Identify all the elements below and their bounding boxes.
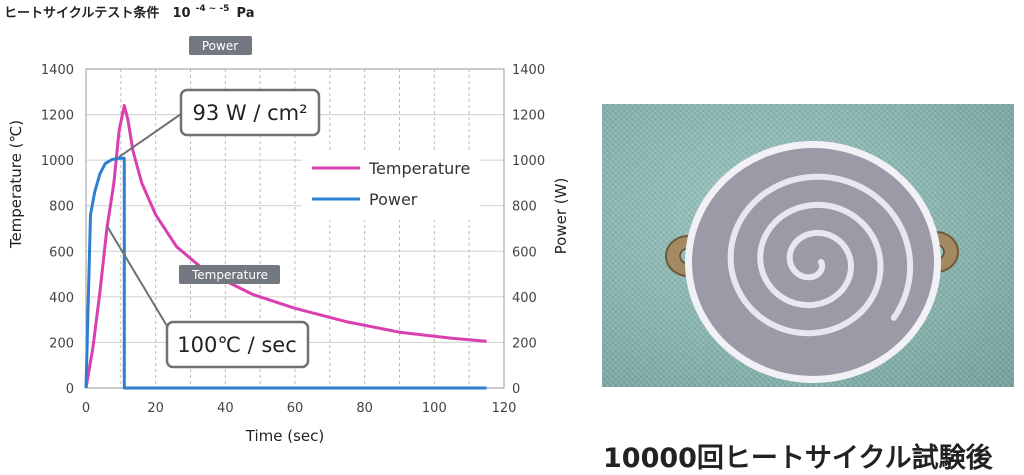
heater-photo — [602, 104, 1014, 387]
y-left-tick-label: 800 — [49, 200, 74, 215]
y-right-tick-label: 1000 — [512, 154, 545, 169]
power-tag-label: Power — [202, 39, 238, 53]
x-tick-label: 80 — [356, 401, 373, 416]
title-pressure-unit: Pa — [237, 6, 255, 21]
power-callout-leader — [118, 113, 182, 158]
y-left-tick-label: 0 — [66, 382, 74, 397]
chart: ヒートサイクルテスト条件 10 -4 ~ -5 Pa Power 0 20 40 60… — [4, 0, 570, 445]
title-pressure-base: 10 — [172, 6, 190, 21]
temperature-tag-label: Temperature — [191, 268, 268, 282]
x-tick-label: 100 — [422, 401, 447, 416]
x-tick-label: 0 — [82, 401, 90, 416]
title-main: ヒートサイクルテスト条件 — [4, 5, 159, 21]
power-tag-box — [189, 36, 252, 55]
y-left-tick-label: 400 — [49, 291, 74, 306]
heater-spiral-trace — [727, 173, 914, 337]
temperature-callout-leader — [106, 225, 168, 327]
series-line-temperature — [84, 104, 487, 389]
y-axis-left-title: Temperature (℃) — [7, 120, 25, 249]
series — [84, 104, 487, 390]
axes: 0 20 40 60 80 100 1200200400600800100012001400… — [41, 63, 545, 416]
y-right-tick-label: 600 — [512, 245, 537, 260]
x-tick-label: 120 — [492, 401, 517, 416]
temperature-callout-text: 100℃ / sec — [177, 333, 297, 357]
y-right-tick-label: 1400 — [512, 63, 545, 78]
x-tick-label: 60 — [287, 401, 304, 416]
legend-temperature-label: Temperature — [368, 159, 470, 178]
heater-illustration — [665, 141, 959, 383]
power-callout-box — [179, 88, 321, 137]
y-right-tick-label: 1200 — [512, 109, 545, 124]
y-axis-right-title: Power (W) — [552, 178, 570, 255]
y-left-tick-label: 1200 — [41, 109, 74, 124]
x-tick-label: 40 — [217, 401, 234, 416]
series-line-power — [84, 156, 487, 390]
title-pressure-exponent: -4 ~ -5 — [196, 4, 230, 14]
legend: Temperature Power — [302, 150, 480, 220]
chart-title: ヒートサイクルテスト条件 10 -4 ~ -5 Pa — [4, 0, 255, 21]
legend-power-label: Power — [369, 190, 418, 209]
photo-caption: 10000回ヒートサイクル試験後 — [603, 443, 993, 474]
power-callout-text: 93 W / cm² — [192, 101, 307, 125]
legend-background — [302, 150, 480, 220]
y-right-tick-label: 200 — [512, 336, 537, 351]
temperature-tag-box — [179, 265, 280, 284]
y-left-tick-label: 200 — [49, 336, 74, 351]
y-left-tick-label: 1000 — [41, 154, 74, 169]
x-tick-label: 20 — [147, 401, 164, 416]
temperature-callout-box — [165, 320, 310, 369]
y-right-tick-label: 400 — [512, 291, 537, 306]
y-right-tick-label: 800 — [512, 200, 537, 215]
y-left-tick-label: 1400 — [41, 63, 74, 78]
x-axis-title: Time (sec) — [245, 427, 324, 445]
y-right-tick-label: 0 — [512, 382, 520, 397]
y-left-tick-label: 600 — [49, 245, 74, 260]
